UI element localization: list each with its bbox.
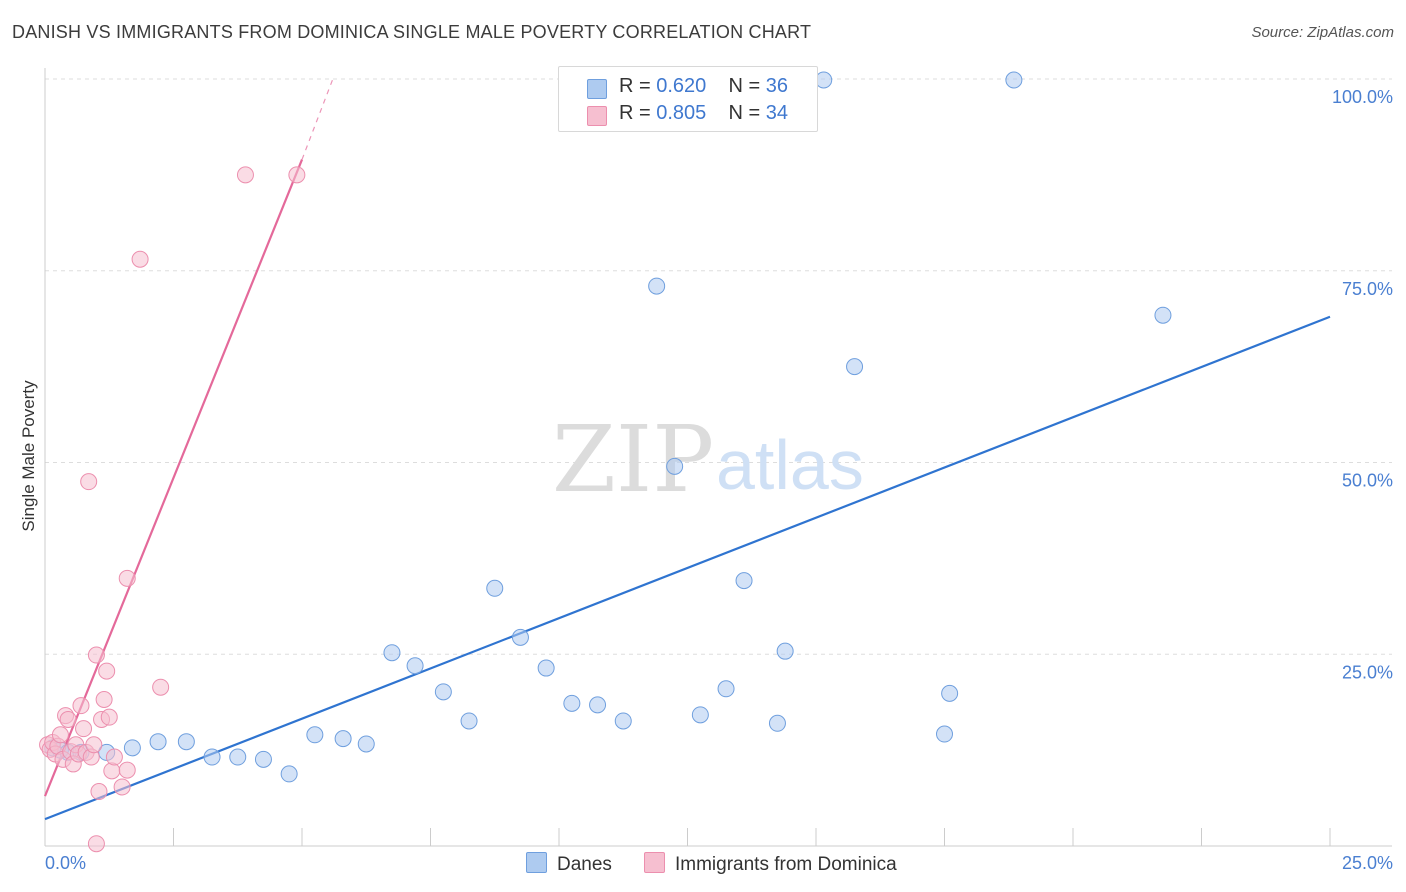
dominica-point (236, 166, 254, 184)
danes-point (406, 657, 424, 675)
dominica-point (72, 697, 90, 715)
danes-point (383, 644, 401, 662)
legend-n-value: 34 (765, 102, 789, 124)
danes-point (203, 748, 221, 766)
danes-point (846, 358, 864, 376)
danes-legend-swatch (526, 852, 547, 873)
legend-n-label: N = (728, 102, 766, 124)
danes-point (589, 696, 607, 714)
danes-point (511, 628, 529, 646)
y-tick-label: 75.0% (1342, 279, 1393, 299)
danes-point (717, 680, 735, 698)
danes-point (936, 725, 953, 743)
x-tick-label: 0.0% (45, 853, 86, 873)
y-tick-label: 25.0% (1342, 662, 1393, 682)
dominica-point (98, 662, 116, 680)
danes-point (735, 572, 753, 590)
dominica-point (105, 748, 123, 766)
dominica-swatch (587, 106, 607, 126)
x-tick-label: 25.0% (1342, 853, 1393, 873)
y-axis-label: Single Male Poverty (19, 380, 38, 532)
danes-point (229, 748, 247, 766)
dominica-trend-extension (301, 78, 334, 160)
danes-point (648, 277, 666, 295)
danes-point (434, 683, 452, 701)
dominica-point (118, 761, 136, 779)
axes (44, 68, 1392, 847)
legend-r-label: R = (619, 75, 657, 97)
y-tick-label: 100.0% (1332, 87, 1393, 107)
danes-point (254, 750, 272, 768)
dominica-point (87, 646, 105, 664)
dominica-point (113, 778, 131, 796)
danes-swatch (587, 79, 607, 99)
danes-point (537, 659, 555, 677)
danes-point (691, 706, 709, 724)
danes-legend-label: Danes (557, 854, 612, 875)
danes-point (614, 712, 632, 730)
source-credit: Source: ZipAtlas.com (1251, 24, 1394, 41)
dominica-point (90, 783, 108, 801)
watermark: ZIP atlas (552, 406, 864, 513)
legend-r-value: 0.620 (656, 75, 707, 97)
danes-point (460, 712, 478, 730)
dominica-point (75, 720, 93, 738)
correlation-legend: R = 0.620 N = 36 R = 0.805 N = 34 (558, 66, 818, 132)
dominica-point (100, 708, 118, 726)
legend-r-label: R = (619, 102, 657, 124)
tick-labels: 25.0% 50.0% 75.0% 100.0% 0.0% 25.0% (45, 87, 1393, 873)
danes-point (563, 694, 581, 712)
chart-title: DANISH VS IMMIGRANTS FROM DOMINICA SINGL… (12, 22, 812, 42)
danes-point (666, 457, 684, 475)
danes-point (776, 642, 794, 660)
bottom-legend-dominica: Immigrants from Dominica (644, 852, 897, 876)
danes-point (1154, 306, 1172, 324)
dominica-point (152, 678, 170, 696)
danes-point (123, 739, 141, 757)
bottom-legend-danes: Danes (526, 852, 612, 876)
dominica-point (59, 710, 77, 728)
danes-point (280, 765, 298, 783)
dominica-point (288, 166, 306, 184)
danes-point (815, 71, 833, 89)
danes-point (306, 726, 324, 744)
legend-n-label: N = (728, 75, 766, 97)
danes-point (768, 714, 786, 732)
trend-lines (43, 78, 1331, 821)
dominica-legend-label: Immigrants from Dominica (675, 854, 897, 875)
legend-n-value: 36 (765, 75, 789, 97)
dominica-legend-swatch (644, 852, 665, 873)
dominica-point (51, 726, 69, 744)
data-points (39, 71, 1172, 853)
danes-point (177, 733, 195, 751)
dominica-point (118, 569, 136, 587)
danes-point (486, 579, 504, 597)
danes-trend-line (44, 315, 1331, 821)
watermark-atlas: atlas (716, 426, 864, 504)
dominica-point (131, 250, 149, 268)
watermark-zip: ZIP (552, 406, 714, 513)
dominica-point (85, 736, 103, 754)
y-tick-label: 50.0% (1342, 471, 1393, 491)
danes-point (357, 735, 375, 753)
legend-r-value: 0.805 (656, 102, 707, 124)
dominica-trend-line (43, 159, 304, 797)
danes-point (1005, 71, 1023, 89)
danes-point (334, 730, 352, 748)
danes-point (149, 733, 167, 751)
dominica-point (103, 762, 121, 780)
danes-point (941, 684, 959, 702)
dominica-point (87, 835, 105, 853)
gridlines (45, 78, 1392, 655)
dominica-point (80, 473, 98, 491)
dominica-point (95, 691, 113, 709)
